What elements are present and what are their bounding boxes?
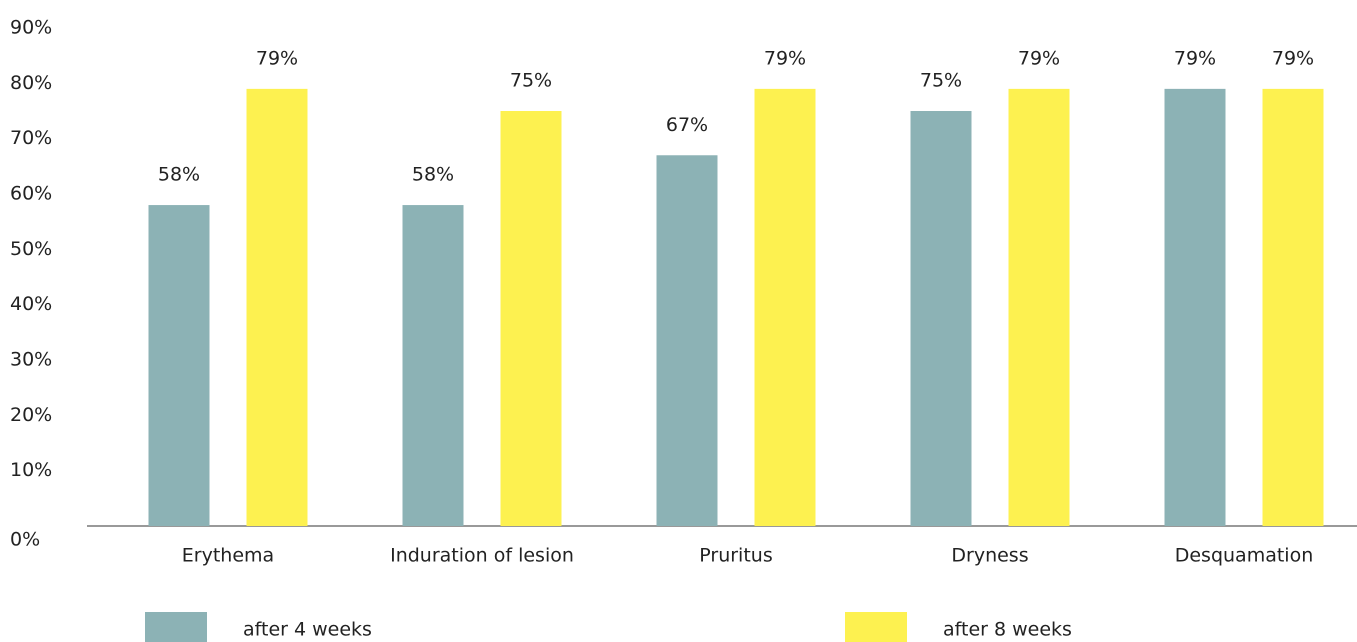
bar	[148, 205, 210, 527]
bar	[656, 155, 718, 526]
legend-label: after 8 weeks	[943, 619, 1072, 641]
bar	[1262, 88, 1324, 526]
value-label: 75%	[510, 70, 552, 92]
legend-label: after 4 weeks	[243, 619, 372, 641]
value-label: 79%	[764, 47, 806, 69]
bar	[754, 88, 816, 526]
y-tick-label: 60%	[10, 183, 52, 205]
y-tick-label: 90%	[10, 17, 52, 39]
x-tick-label: Pruritus	[699, 545, 772, 567]
y-tick-label: 30%	[10, 349, 52, 371]
value-label: 79%	[1272, 47, 1314, 69]
value-label: 79%	[1018, 47, 1060, 69]
legend-swatch	[145, 612, 207, 642]
x-tick-label: Induration of lesion	[390, 545, 574, 567]
y-tick-label: 20%	[10, 404, 52, 426]
x-tick-label: Erythema	[182, 545, 274, 567]
bar	[1008, 88, 1070, 526]
y-tick-label: 40%	[10, 293, 52, 315]
legend-swatch	[845, 612, 907, 642]
bar	[1164, 88, 1226, 526]
value-label: 67%	[666, 114, 708, 136]
bar	[246, 88, 308, 526]
x-tick-label: Desquamation	[1175, 545, 1314, 567]
value-label: 75%	[920, 70, 962, 92]
bar	[402, 205, 464, 527]
bar	[500, 111, 562, 526]
bar	[910, 111, 972, 526]
y-tick-label: 50%	[10, 238, 52, 260]
x-tick-label: Dryness	[951, 545, 1028, 567]
value-label: 79%	[256, 47, 298, 69]
y-tick-label: 10%	[10, 459, 52, 481]
value-label: 79%	[1174, 47, 1216, 69]
value-label: 58%	[412, 164, 454, 186]
y-tick-label: 0%	[10, 529, 40, 551]
y-tick-label: 70%	[10, 127, 52, 149]
value-label: 58%	[158, 164, 200, 186]
y-tick-label: 80%	[10, 72, 52, 94]
